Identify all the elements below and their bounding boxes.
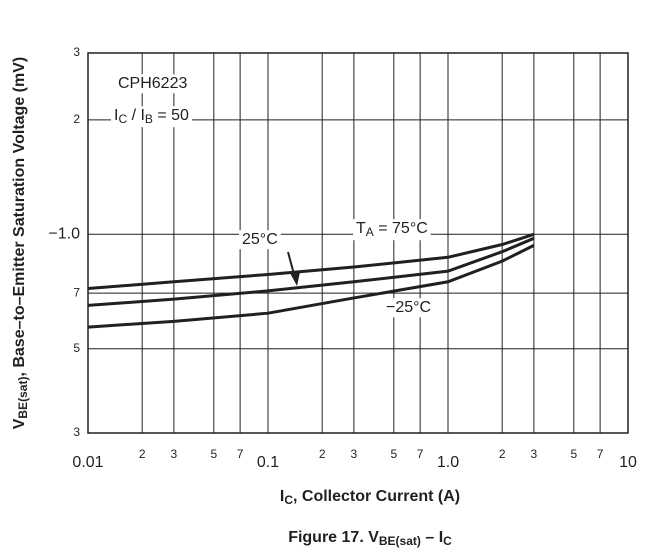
caption-sub: C: [443, 534, 452, 548]
x-tick-label: 3: [171, 447, 178, 461]
x-tick-label: 1.0: [437, 454, 459, 471]
device-label-text: CPH6223: [118, 75, 187, 92]
x-tick-label: 10: [619, 454, 637, 471]
caption-mid: – I: [421, 529, 443, 546]
temp-prefix: =: [374, 220, 392, 237]
x-axis-label: IC, Collector Current (A): [280, 488, 460, 507]
y-tick-label: 3: [73, 425, 80, 439]
condition-label-text: IC / IB = 50: [114, 107, 189, 126]
x-tick-label: 7: [597, 447, 604, 461]
device-name: CPH6223: [118, 75, 187, 92]
series-label: −25°C: [383, 298, 435, 318]
condition-label: IC / IB = 50: [111, 106, 193, 128]
y-axis-label: VBE(sat), Base–to–Emitter Saturation Vol…: [11, 57, 30, 429]
cond-part: / I: [127, 107, 145, 124]
label-background: [111, 106, 193, 128]
x-tick-label: 2: [499, 447, 506, 461]
series-lines: [87, 232, 535, 329]
series-label: 25°C: [239, 230, 281, 250]
series-label-text: TA = 75°C: [356, 220, 428, 239]
series-line: [87, 236, 535, 307]
y-tick-label: 5: [73, 341, 80, 355]
cond-sub: B: [145, 112, 153, 126]
x-tick-label: 3: [351, 447, 358, 461]
x-tick-label: 5: [210, 447, 217, 461]
x-label-main: I: [280, 488, 284, 505]
x-tick-label: 2: [139, 447, 146, 461]
series-name: 25°C: [242, 231, 278, 248]
x-tick-label: 5: [570, 447, 577, 461]
caption-sub: BE(sat): [379, 534, 421, 548]
cond-sub: C: [118, 112, 127, 126]
plot-frame: [87, 52, 629, 434]
arrow-head: [290, 272, 300, 286]
x-tick-label: 0.01: [72, 454, 103, 471]
x-label-rest: , Collector Current (A): [293, 488, 460, 505]
cond-part: = 50: [153, 107, 189, 124]
x-tick-label: 5: [390, 447, 397, 461]
x-label-sub: C: [284, 493, 293, 507]
label-background: [383, 298, 435, 318]
series-line: [87, 232, 535, 291]
series-label: TA = 75°C: [353, 219, 431, 241]
label-background: [239, 230, 281, 250]
y-label-main: V: [11, 418, 28, 429]
figure-caption: Figure 17. VBE(sat) – IC: [288, 529, 452, 548]
x-tick-label: 7: [237, 447, 244, 461]
series-label-text: −25°C: [386, 299, 431, 316]
y-label-sub: BE(sat): [16, 377, 30, 419]
caption-prefix: Figure 17. V: [288, 529, 379, 546]
y-label-rest: , Base–to–Emitter Saturation Voltage (mV…: [11, 57, 28, 377]
x-tick-label: 2: [319, 447, 326, 461]
temp-sub: A: [366, 225, 374, 239]
x-tick-label: 3: [531, 447, 538, 461]
y-tick-label: −1.0: [48, 226, 80, 243]
cond-part: I: [114, 107, 118, 124]
temp-prefix: T: [356, 220, 366, 237]
label-background: [115, 74, 191, 94]
y-tick-label: 7: [73, 285, 80, 299]
series-name: −25°C: [386, 299, 431, 316]
label-background: [353, 219, 431, 241]
series-label-text: 25°C: [242, 231, 278, 248]
x-tick-label: 7: [417, 447, 424, 461]
y-tick-label: 2: [73, 112, 80, 126]
x-tick-label: 0.1: [257, 454, 279, 471]
y-tick-label: 3: [73, 45, 80, 59]
series-line: [87, 244, 535, 329]
device-label: CPH6223: [115, 74, 191, 94]
series-name: 75°C: [392, 220, 428, 237]
